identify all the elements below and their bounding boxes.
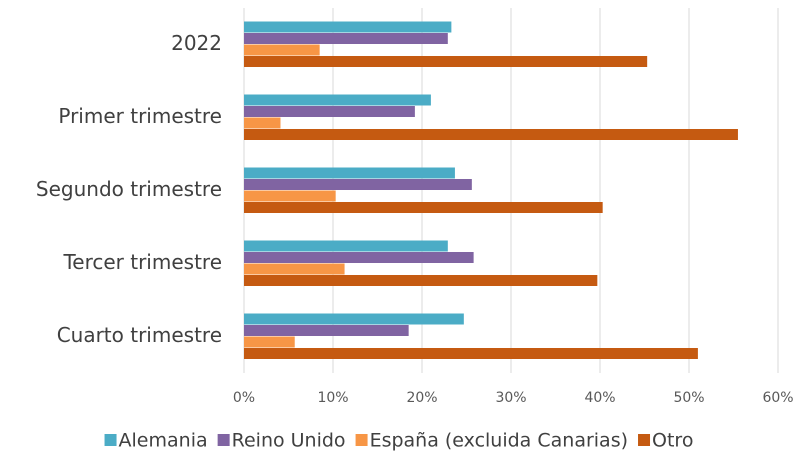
y-tick-label: 2022 <box>171 31 222 55</box>
x-tick-label: 20% <box>406 390 437 406</box>
bar <box>244 44 320 56</box>
legend-swatch <box>217 434 230 446</box>
y-tick-label: Cuarto trimestre <box>57 323 222 347</box>
bar <box>244 56 648 67</box>
legend-swatch <box>638 434 651 446</box>
legend-label: Otro <box>652 430 693 452</box>
bar <box>244 252 474 263</box>
bar <box>244 336 295 348</box>
bar <box>244 313 464 325</box>
bar <box>244 167 455 179</box>
x-tick-label: 40% <box>584 390 615 406</box>
legend-label: Reino Unido <box>232 430 346 452</box>
bar <box>244 325 409 336</box>
x-tick-label: 0% <box>233 390 255 406</box>
y-tick-label: Primer trimestre <box>58 104 222 128</box>
bar <box>244 240 448 252</box>
bar <box>244 275 598 286</box>
bar <box>244 190 336 202</box>
bar <box>244 263 345 275</box>
bar <box>244 129 738 140</box>
x-tick-label: 10% <box>317 390 348 406</box>
bar <box>244 106 415 117</box>
bar <box>244 33 448 44</box>
x-tick-label: 60% <box>762 390 793 406</box>
bar <box>244 179 472 190</box>
legend-label: España (excluida Canarias) <box>370 430 628 452</box>
y-tick-label: Segundo trimestre <box>36 177 222 201</box>
bar <box>244 348 698 359</box>
bar <box>244 117 281 129</box>
x-tick-label: 50% <box>673 390 704 406</box>
legend-label: Alemania <box>119 430 208 452</box>
legend-swatch <box>104 434 117 446</box>
x-tick-label: 30% <box>495 390 526 406</box>
y-tick-label: Tercer trimestre <box>62 250 222 274</box>
bar <box>244 21 452 33</box>
bar <box>244 202 603 213</box>
legend-swatch <box>355 434 368 446</box>
bar <box>244 94 431 106</box>
